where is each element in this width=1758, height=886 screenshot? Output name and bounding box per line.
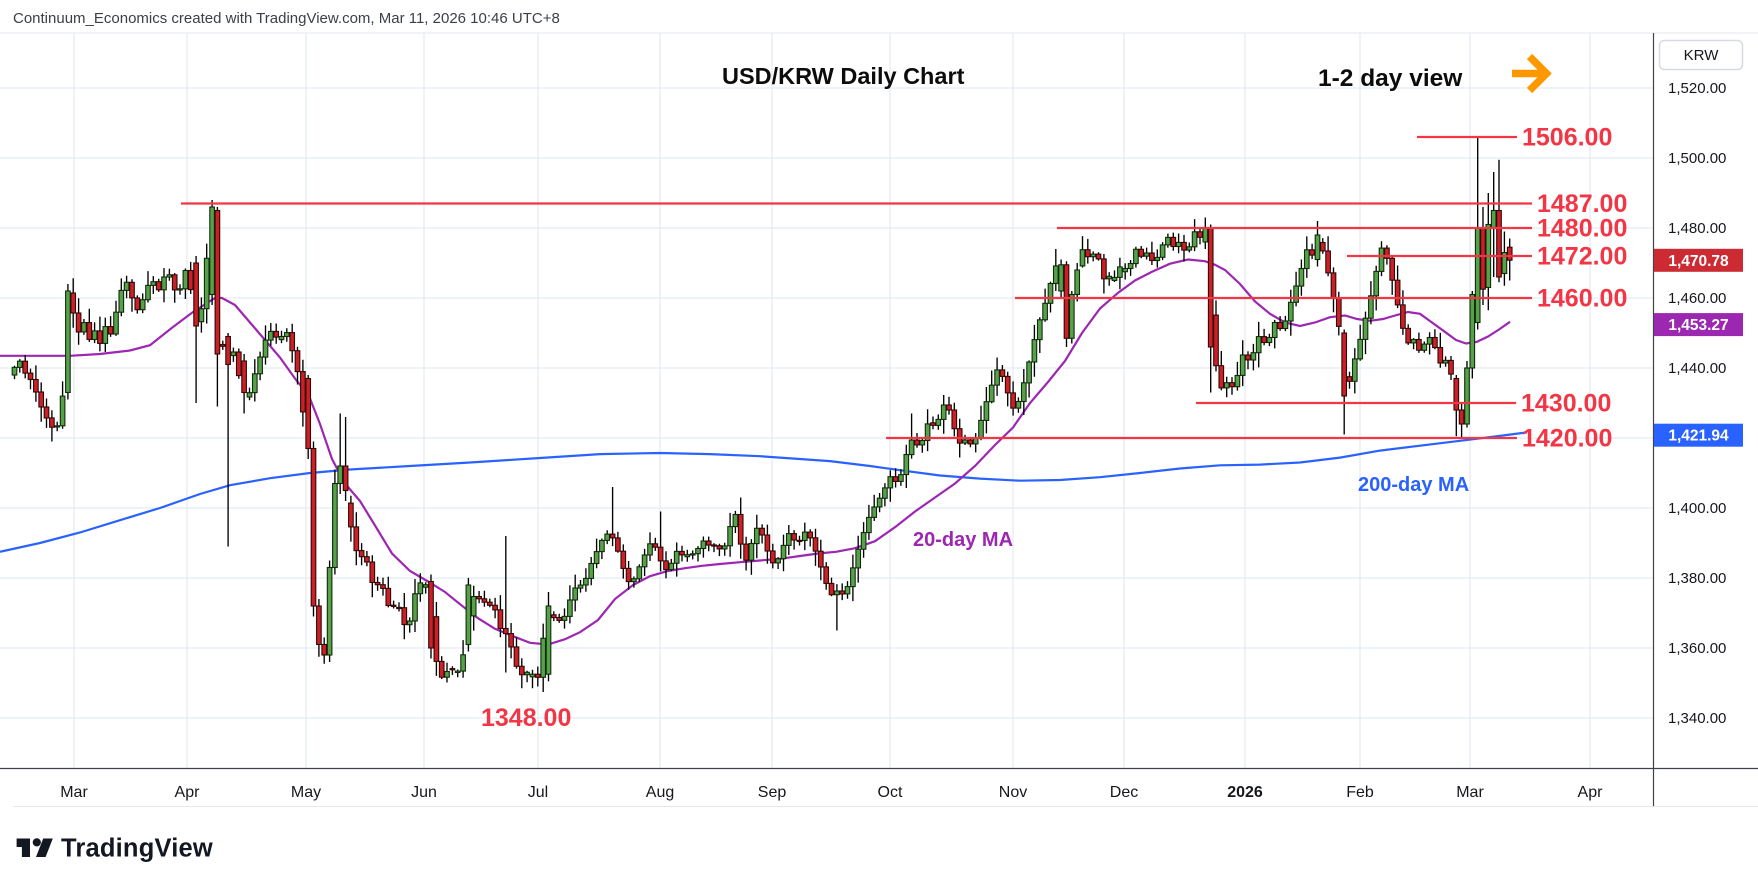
svg-text:1,421.94: 1,421.94: [1668, 428, 1729, 445]
svg-text:Apr: Apr: [1578, 784, 1604, 801]
svg-text:1,480.00: 1,480.00: [1668, 220, 1726, 237]
svg-text:1487.00: 1487.00: [1537, 190, 1627, 218]
svg-text:1420.00: 1420.00: [1522, 425, 1612, 453]
svg-text:1,400.00: 1,400.00: [1668, 500, 1726, 517]
svg-text:1,340.00: 1,340.00: [1668, 710, 1726, 727]
svg-text:May: May: [291, 784, 321, 801]
svg-text:20-day MA: 20-day MA: [913, 529, 1013, 551]
svg-text:Sep: Sep: [758, 784, 787, 801]
svg-text:Aug: Aug: [646, 784, 674, 801]
svg-text:TradingView: TradingView: [61, 835, 213, 863]
svg-text:1,380.00: 1,380.00: [1668, 570, 1726, 587]
svg-text:Jun: Jun: [411, 784, 437, 801]
svg-text:1,360.00: 1,360.00: [1668, 640, 1726, 657]
svg-text:1460.00: 1460.00: [1537, 285, 1627, 313]
svg-text:Oct: Oct: [878, 784, 903, 801]
svg-text:1,440.00: 1,440.00: [1668, 360, 1726, 377]
svg-text:Jul: Jul: [528, 784, 548, 801]
svg-text:1480.00: 1480.00: [1537, 215, 1627, 243]
svg-text:USD/KRW Daily Chart: USD/KRW Daily Chart: [722, 63, 965, 89]
svg-text:1348.00: 1348.00: [481, 704, 571, 732]
svg-text:1,460.00: 1,460.00: [1668, 290, 1726, 307]
svg-text:1-2 day view: 1-2 day view: [1318, 65, 1463, 92]
svg-text:Mar: Mar: [60, 784, 88, 801]
svg-text:1,500.00: 1,500.00: [1668, 150, 1726, 167]
svg-text:1506.00: 1506.00: [1522, 124, 1612, 152]
svg-text:1,520.00: 1,520.00: [1668, 80, 1726, 97]
svg-text:1,470.78: 1,470.78: [1668, 253, 1729, 270]
svg-text:1472.00: 1472.00: [1537, 243, 1627, 271]
svg-text:200-day MA: 200-day MA: [1358, 474, 1469, 496]
svg-text:KRW: KRW: [1684, 47, 1720, 64]
svg-text:1430.00: 1430.00: [1521, 390, 1611, 418]
svg-text:Apr: Apr: [175, 784, 201, 801]
svg-text:Nov: Nov: [999, 784, 1027, 801]
svg-text:Dec: Dec: [1110, 784, 1138, 801]
svg-text:1,453.27: 1,453.27: [1668, 317, 1728, 334]
svg-text:Mar: Mar: [1456, 784, 1484, 801]
svg-text:Continuum_Economics created wi: Continuum_Economics created with Trading…: [13, 10, 560, 27]
svg-text:2026: 2026: [1227, 784, 1263, 801]
svg-text:Feb: Feb: [1346, 784, 1374, 801]
